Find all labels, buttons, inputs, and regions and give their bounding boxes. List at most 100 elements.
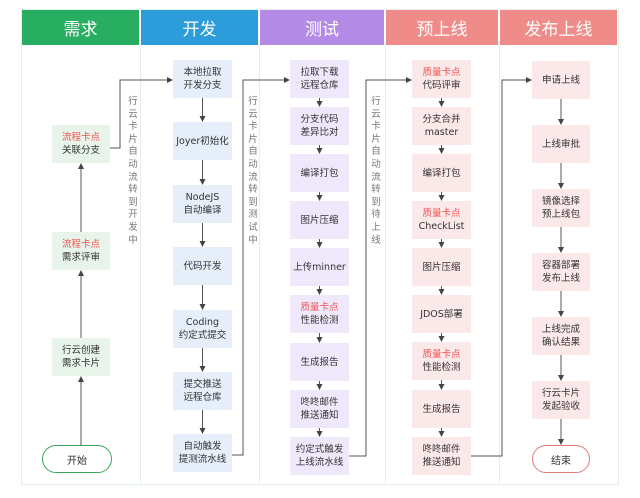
process-box: 质量卡点 性能检测: [290, 295, 349, 333]
process-label: 生成报告: [422, 403, 461, 415]
process-label: 远程仓库: [183, 392, 222, 403]
process-box: 图片压缩: [290, 201, 349, 239]
process-label: 拉取下载: [300, 67, 339, 78]
checkpoint-tag: 质量卡点: [422, 349, 461, 360]
process-label: 申请上线: [541, 74, 580, 86]
process-label: JDOS部署: [420, 308, 463, 320]
process-label: 代码开发: [183, 260, 222, 272]
process-box: 上线审批: [532, 125, 590, 163]
process-label: 上传minner: [293, 261, 346, 273]
process-box: 咚咚邮件 推送通知: [412, 437, 471, 475]
column-header-pre: 预上线: [386, 10, 498, 45]
process-label: 自动触发: [183, 441, 222, 452]
process-label: 镜像选择: [541, 196, 580, 207]
process-box: NodeJS 自动编译: [173, 185, 232, 223]
process-label: 需求卡片: [61, 358, 100, 369]
process-label: 分支合并: [422, 114, 461, 125]
transition-arrow: [471, 77, 532, 457]
process-box: 图片压缩: [412, 248, 471, 286]
process-box: 质量卡点 性能检测: [412, 342, 471, 380]
column-divider: [499, 46, 500, 484]
column-header-rel: 发布上线: [500, 10, 617, 45]
checkpoint-tag: 质量卡点: [422, 208, 461, 219]
process-label: Joyer初始化: [176, 135, 229, 147]
process-box: Joyer初始化: [173, 122, 232, 160]
checkpoint-tag: 质量卡点: [422, 67, 461, 78]
process-label: 咚咚邮件: [300, 397, 339, 408]
end-terminal: 结束: [532, 445, 590, 473]
process-label: 行云创建: [61, 345, 100, 356]
checkpoint-tag: 流程卡点: [61, 239, 100, 250]
process-box: 编译打包: [290, 154, 349, 192]
process-label: master: [424, 127, 459, 138]
transition-label: 行云卡片自动流转到开发中: [128, 96, 138, 246]
transition-arrow: [110, 77, 173, 149]
process-label: NodeJS: [185, 192, 220, 203]
process-label: 差异比对: [300, 127, 339, 138]
process-label: 远程仓库: [300, 80, 339, 91]
process-label: 预上线包: [541, 209, 580, 220]
process-box: 质量卡点 代码评审: [412, 60, 471, 98]
process-box: 自动触发 提测流水线: [173, 434, 232, 472]
process-label: 推送通知: [300, 410, 339, 421]
process-box: 分支合并 master: [412, 107, 471, 145]
process-label: 约定式提交: [178, 330, 227, 341]
process-box: 约定式触发上线流水线: [290, 437, 349, 475]
column-header-req: 需求: [22, 10, 139, 45]
process-box: 流程卡点 关联分支: [52, 125, 110, 163]
transition-arrow: [349, 77, 412, 457]
process-label: 咚咚邮件: [422, 444, 461, 455]
process-label: 本地拉取: [183, 67, 222, 78]
process-box: 生成报告: [412, 390, 471, 428]
process-label: 提交推送: [183, 379, 222, 390]
process-label: 约定式触发: [295, 444, 344, 455]
process-box: 容器部署 发布上线: [532, 253, 590, 291]
process-box: 代码开发: [173, 247, 232, 285]
process-box: 行云创建 需求卡片: [52, 338, 110, 376]
process-box: Coding 约定式提交: [173, 310, 232, 348]
process-label: 性能检测: [422, 362, 461, 373]
process-box: 编译打包: [412, 154, 471, 192]
process-label: 行云卡片: [541, 388, 580, 399]
checkpoint-tag: 流程卡点: [61, 132, 100, 143]
process-label: Coding: [185, 317, 220, 328]
process-box: 咚咚邮件 推送通知: [290, 390, 349, 428]
process-box: 拉取下载 远程仓库: [290, 60, 349, 98]
process-box: 上传minner: [290, 248, 349, 286]
column-divider: [140, 46, 141, 484]
process-box: 质量卡点 CheckList: [412, 201, 471, 239]
process-box: 流程卡点 需求评审: [52, 232, 110, 270]
column-divider: [259, 46, 260, 484]
process-box: JDOS部署: [412, 295, 471, 333]
process-label: 编译打包: [422, 167, 461, 179]
process-label: 推送通知: [422, 457, 461, 468]
process-label: 上线流水线: [295, 457, 344, 468]
diagram-frame: [21, 9, 619, 485]
process-box: 分支代码 差异比对: [290, 107, 349, 145]
process-label: 上线完成: [541, 324, 580, 335]
process-box: 提交推送 远程仓库: [173, 372, 232, 410]
process-label: 图片压缩: [300, 214, 339, 226]
transition-label: 行云卡片自动流转到待上线: [371, 96, 381, 246]
transition-arrow: [232, 77, 290, 456]
process-label: 代码评审: [422, 80, 461, 91]
process-label: 关联分支: [61, 145, 100, 156]
process-label: 开发分支: [183, 80, 222, 91]
process-box: 申请上线: [532, 61, 590, 99]
process-label: 提测流水线: [178, 454, 227, 465]
process-box: 上线完成 确认结果: [532, 317, 590, 355]
process-label: 需求评审: [61, 252, 100, 263]
process-label: 图片压缩: [422, 261, 461, 273]
process-label: 编译打包: [300, 167, 339, 179]
process-box: 生成报告: [290, 343, 349, 381]
transition-label: 行云卡片自动流转到测试中: [248, 96, 258, 246]
process-label: 分支代码: [300, 114, 339, 125]
process-label: 发布上线: [541, 273, 580, 284]
process-label: 上线审批: [541, 138, 580, 150]
start-terminal: 开始: [42, 445, 112, 473]
process-box: 镜像选择 预上线包: [532, 189, 590, 227]
column-divider: [385, 46, 386, 484]
process-box: 本地拉取 开发分支: [173, 60, 232, 98]
process-label: 自动编译: [183, 205, 222, 216]
